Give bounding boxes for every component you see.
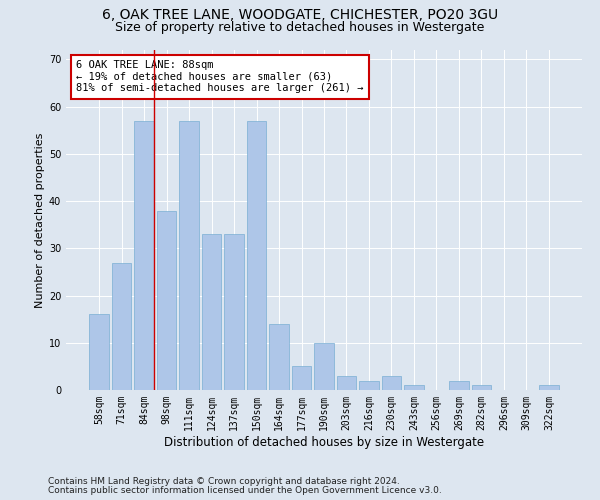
Text: Contains HM Land Registry data © Crown copyright and database right 2024.: Contains HM Land Registry data © Crown c… — [48, 477, 400, 486]
Bar — [382, 376, 401, 390]
Bar — [539, 386, 559, 390]
Bar — [404, 386, 424, 390]
Bar — [224, 234, 244, 390]
Y-axis label: Number of detached properties: Number of detached properties — [35, 132, 44, 308]
Bar — [449, 380, 469, 390]
Bar — [269, 324, 289, 390]
Bar — [247, 121, 266, 390]
Bar — [134, 121, 154, 390]
Bar — [157, 210, 176, 390]
Bar — [112, 262, 131, 390]
Text: 6, OAK TREE LANE, WOODGATE, CHICHESTER, PO20 3GU: 6, OAK TREE LANE, WOODGATE, CHICHESTER, … — [102, 8, 498, 22]
Text: Contains public sector information licensed under the Open Government Licence v3: Contains public sector information licen… — [48, 486, 442, 495]
Bar — [89, 314, 109, 390]
Bar — [472, 386, 491, 390]
Bar — [314, 343, 334, 390]
X-axis label: Distribution of detached houses by size in Westergate: Distribution of detached houses by size … — [164, 436, 484, 448]
Bar — [202, 234, 221, 390]
Bar — [359, 380, 379, 390]
Bar — [292, 366, 311, 390]
Text: 6 OAK TREE LANE: 88sqm
← 19% of detached houses are smaller (63)
81% of semi-det: 6 OAK TREE LANE: 88sqm ← 19% of detached… — [76, 60, 364, 94]
Text: Size of property relative to detached houses in Westergate: Size of property relative to detached ho… — [115, 21, 485, 34]
Bar — [179, 121, 199, 390]
Bar — [337, 376, 356, 390]
